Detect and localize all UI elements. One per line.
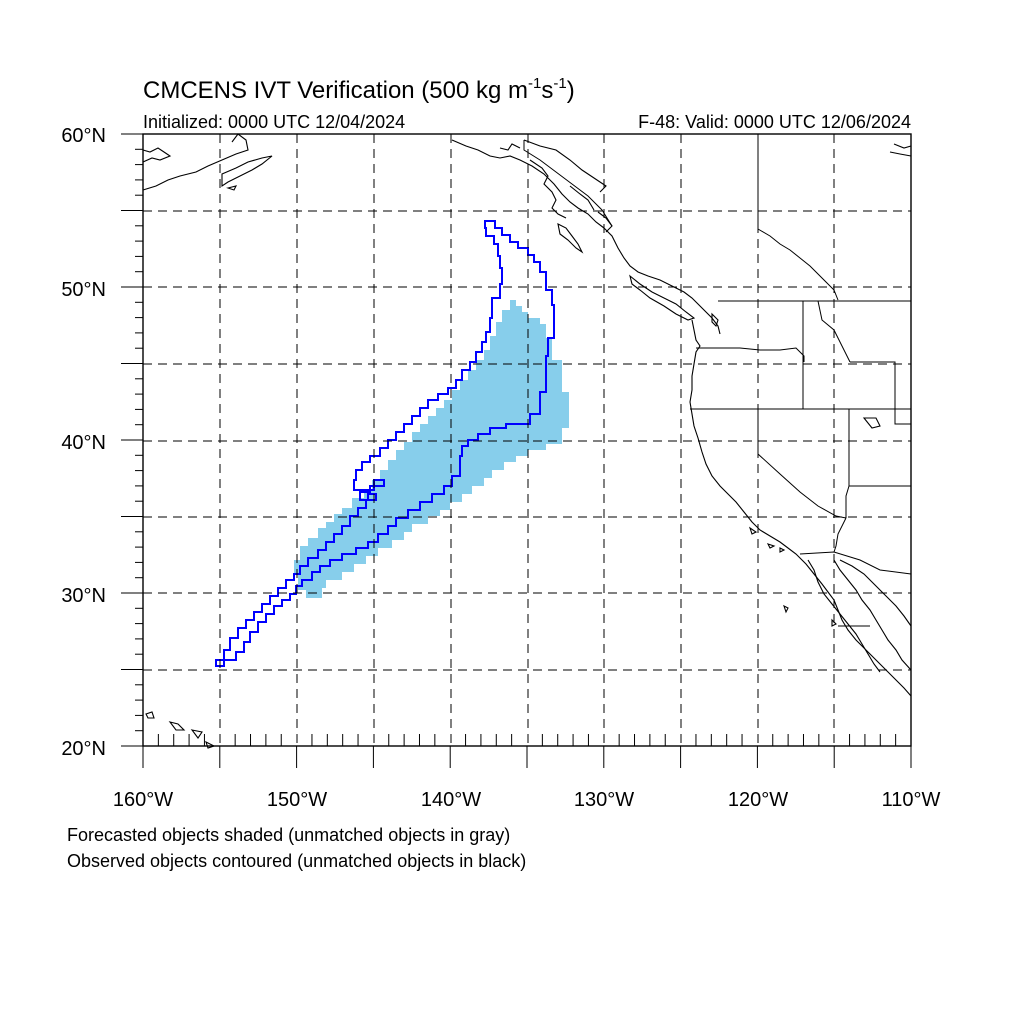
init-label: Initialized: 0000 UTC 12/04/2024 bbox=[143, 112, 405, 132]
lat-label-60n: 60°N bbox=[61, 125, 106, 147]
lon-label-130w: 130°W bbox=[574, 789, 634, 811]
valid-label: F-48: Valid: 0000 UTC 12/06/2024 bbox=[638, 112, 911, 132]
lon-label-150w: 150°W bbox=[267, 789, 327, 811]
lon-label-140w: 140°W bbox=[421, 789, 481, 811]
forecast-object-shaded bbox=[294, 300, 569, 598]
lat-label-40n: 40°N bbox=[61, 432, 106, 454]
caption-observed: Observed objects contoured (unmatched ob… bbox=[67, 851, 527, 871]
lon-label-110w: 110°W bbox=[882, 789, 941, 811]
map-title: CMCENS IVT Verification (500 kg m-1s-1) bbox=[143, 75, 575, 104]
lat-label-20n: 20°N bbox=[61, 738, 106, 760]
coastlines bbox=[142, 133, 912, 749]
lat-label-30n: 30°N bbox=[61, 585, 106, 607]
lat-labels: 60°N 50°N 40°N 30°N 20°N bbox=[61, 125, 106, 760]
caption-forecast: Forecasted objects shaded (unmatched obj… bbox=[67, 825, 511, 845]
lon-labels: 160°W 150°W 140°W 130°W 120°W 110°W bbox=[113, 789, 941, 811]
political-borders bbox=[523, 134, 912, 627]
lon-label-160w: 160°W bbox=[113, 789, 173, 811]
map-grid bbox=[143, 134, 911, 746]
lat-label-50n: 50°N bbox=[61, 279, 106, 301]
lon-label-120w: 120°W bbox=[728, 789, 788, 811]
axis-ticks bbox=[121, 133, 912, 768]
